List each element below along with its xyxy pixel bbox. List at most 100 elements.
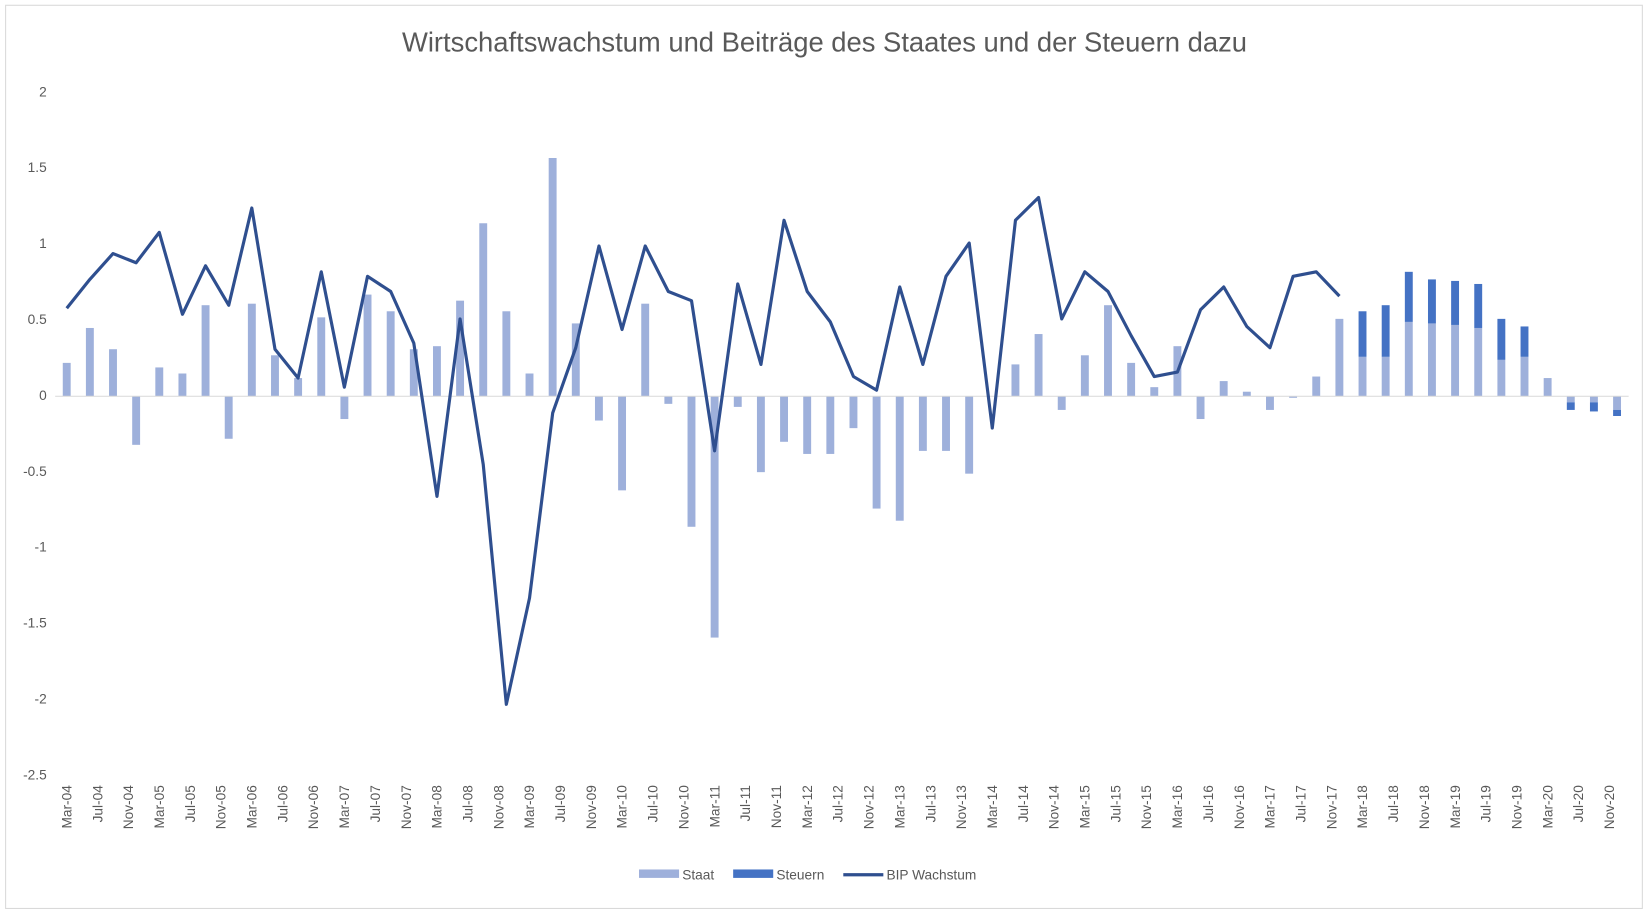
x-tick-label: Mar-14 [985,785,1000,829]
x-tick-label: Mar-20 [1540,785,1555,829]
bar [1427,323,1436,397]
bar [664,396,673,404]
x-tick-label: Mar-13 [892,785,907,829]
bar [1543,378,1552,397]
bar [1474,327,1483,397]
bar [85,327,94,397]
bar [594,396,603,421]
bar [1474,283,1483,328]
x-tick-label: Nov-12 [862,785,877,829]
x-tick-label: Jul-16 [1201,785,1216,823]
bar [1150,387,1159,397]
x-tick-label: Jul-18 [1386,785,1401,823]
bar [386,311,395,397]
bar [1242,391,1251,397]
bar [109,349,117,397]
x-tick-label: Mar-07 [337,785,352,828]
x-tick-label: Nov-05 [214,785,229,830]
x-tick-label: Mar-12 [800,785,815,828]
x-tick-label: Nov-10 [676,785,691,830]
bar [479,223,488,397]
bar [548,158,557,397]
bar [1104,305,1112,397]
bar [710,396,719,638]
bar [1520,356,1529,397]
bar [733,396,742,407]
x-tick-label: Jul-19 [1479,785,1494,822]
x-tick-label: Nov-04 [121,785,136,830]
bar [1034,334,1043,397]
bar [641,303,650,397]
bar [294,378,303,397]
bar [62,362,71,397]
bar [1566,402,1575,410]
bar [247,303,256,397]
bar [1404,321,1413,397]
bar [571,323,580,397]
bar [178,373,187,397]
bar [201,305,210,397]
x-tick-label: Jul-20 [1571,785,1586,823]
x-tick-label: Nov-17 [1324,785,1339,829]
bar [317,317,326,397]
bar [1381,356,1390,397]
x-tick-label: Jul-04 [90,785,105,823]
x-tick-label: Jul-09 [553,785,568,822]
bar [1589,402,1598,412]
y-tick-label: -2.5 [23,767,47,782]
bar [1427,279,1436,324]
x-tick-label: Mar-04 [59,785,74,829]
bar [1497,318,1506,360]
y-tick-label: 0 [39,388,47,403]
x-tick-label: Nov-11 [769,785,784,828]
x-tick-label: Nov-15 [1139,785,1154,830]
bar [1219,381,1228,397]
bar [363,294,372,397]
bar [826,396,835,454]
x-tick-label: Jul-13 [923,785,938,823]
chart-title: Wirtschaftswachstum und Beiträge des Sta… [402,26,1247,57]
bar [1011,364,1020,397]
y-tick-label: 2 [39,84,47,99]
bar [432,346,441,397]
y-tick-label: -1.5 [23,616,47,631]
y-tick-label: -2 [35,691,47,706]
x-tick-label: Nov-09 [584,785,599,829]
x-tick-label: Mar-15 [1078,785,1093,829]
x-tick-label: Nov-14 [1047,785,1062,830]
y-tick-label: 1 [39,236,47,251]
y-tick-label: -0.5 [23,464,47,479]
bar [1335,318,1344,397]
bar [849,396,858,429]
x-tick-label: Nov-07 [399,785,414,829]
bar [132,396,141,445]
bar [224,396,233,439]
x-tick-label: Jul-12 [831,785,846,822]
line [65,195,1341,706]
bar [872,396,881,509]
bar [525,373,534,397]
x-tick-label: Nov-20 [1602,785,1617,830]
x-tick-label: Mar-18 [1355,785,1370,829]
bar [1127,362,1136,397]
bar [1451,324,1460,397]
bar [918,396,927,451]
bar [1497,359,1506,397]
bar [1404,271,1413,322]
bar [409,349,418,397]
y-tick-label: 1.5 [28,160,47,175]
x-tick-label: Mar-17 [1263,785,1278,828]
x-tick-label: Nov-16 [1232,785,1247,830]
bar [1381,305,1390,357]
x-tick-label: Mar-16 [1170,785,1185,829]
bar [1289,396,1298,398]
legend-label: Staat [682,867,714,882]
x-tick-label: Jul-14 [1016,785,1031,823]
y-tick-label: 0.5 [28,312,47,327]
chart-border [5,4,1643,909]
bar [1589,396,1598,403]
legend-label: Steuern [776,867,824,882]
x-tick-label: Nov-08 [491,785,506,830]
legend-label: BIP Wachstum [887,867,977,882]
bar [1196,396,1205,420]
